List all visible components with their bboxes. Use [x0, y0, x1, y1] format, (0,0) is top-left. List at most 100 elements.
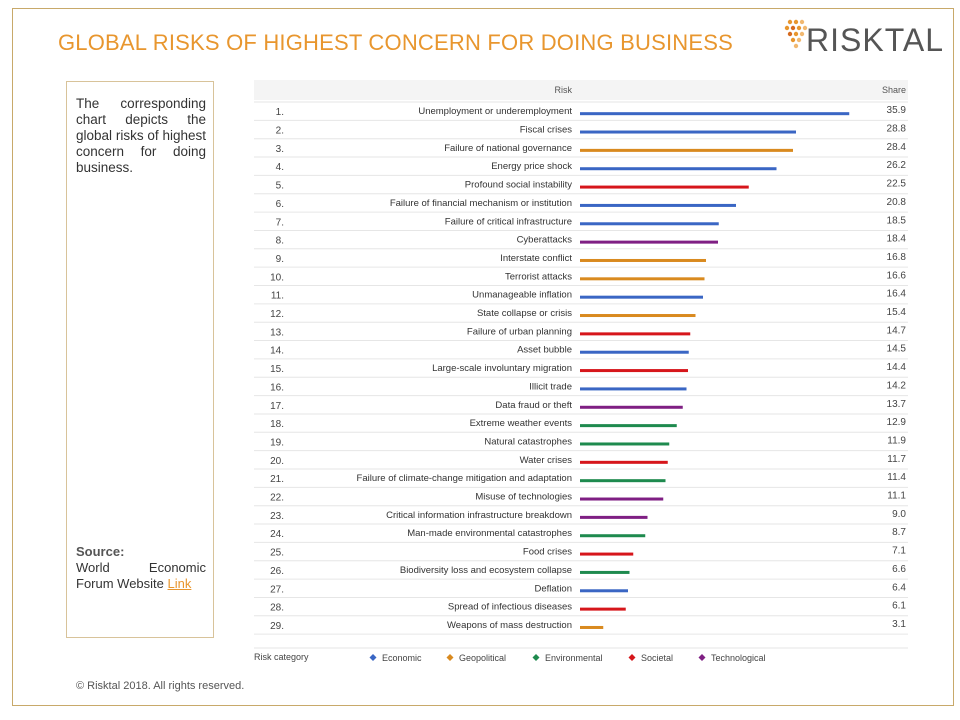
share-label: 14.2 [887, 380, 907, 391]
page-title: GLOBAL RISKS OF HIGHEST CONCERN FOR DOIN… [58, 30, 734, 55]
bar [580, 167, 777, 171]
share-label: 16.8 [887, 252, 907, 263]
risk-label: Energy price shock [491, 161, 572, 172]
legend-title: Risk category [254, 652, 309, 662]
logo: RISKTAL [784, 16, 943, 60]
legend-marker [369, 654, 377, 661]
slide-frame [12, 8, 954, 706]
rank-label: 24. [270, 529, 284, 540]
rank-label: 13. [270, 327, 284, 338]
share-label: 15.4 [887, 307, 907, 318]
bar [580, 148, 793, 152]
risk-label: Data fraud or theft [495, 400, 572, 411]
source-link[interactable]: Link [167, 576, 192, 591]
rank-label: 22. [270, 493, 284, 504]
bar [580, 203, 736, 207]
bar [580, 222, 719, 226]
rank-label: 14. [270, 346, 284, 357]
chart-description: The corresponding chart depicts the glob… [76, 96, 206, 175]
risk-label: State collapse or crisis [477, 308, 572, 319]
risk-label: Unmanageable inflation [472, 290, 572, 301]
source-text: World Economic Forum Website [76, 560, 206, 591]
risk-label: Water crises [520, 455, 573, 466]
risk-label: Critical information infrastructure brea… [386, 510, 572, 521]
rank-label: 1. [276, 107, 284, 118]
bar [580, 130, 796, 134]
risk-label: Cyberattacks [517, 235, 573, 246]
bar [580, 515, 648, 519]
risk-label: Failure of critical infrastructure [445, 216, 572, 227]
share-label: 8.7 [892, 527, 906, 538]
legend-marker [698, 654, 706, 661]
legend-marker [628, 654, 636, 661]
share-label: 14.4 [887, 362, 907, 373]
rank-label: 11. [271, 291, 284, 302]
share-label: 11.7 [887, 454, 906, 465]
rank-label: 26. [270, 566, 284, 577]
risk-label: Terrorist attacks [505, 271, 572, 282]
share-label: 11.1 [887, 491, 906, 502]
risk-label: Deflation [535, 583, 573, 594]
rank-label: 3. [276, 144, 284, 155]
rank-label: 12. [270, 309, 284, 320]
share-label: 20.8 [887, 197, 907, 208]
rank-label: 15. [270, 364, 284, 375]
logo-text: RISKTAL [806, 22, 944, 58]
risk-label: Weapons of mass destruction [447, 620, 572, 631]
share-label: 7.1 [892, 546, 906, 557]
rank-label: 27. [270, 584, 284, 595]
bar [580, 552, 634, 556]
bar [580, 405, 683, 409]
source-text-wrap: World Economic Forum Website Link [76, 560, 206, 592]
rank-label: 21. [270, 474, 284, 485]
share-label: 14.7 [887, 325, 907, 336]
legend-item: Technological [711, 653, 766, 663]
rank-label: 10. [270, 272, 284, 283]
share-label: 14.5 [887, 344, 907, 355]
bar [580, 607, 626, 611]
source-block: Source: World Economic Forum Website Lin… [76, 544, 206, 592]
copyright-footer: © Risktal 2018. All rights reserved. [76, 680, 245, 692]
legend-marker [446, 654, 454, 661]
risk-label: Failure of financial mechanism or instit… [390, 198, 572, 209]
bar [580, 534, 646, 538]
bar [580, 185, 749, 189]
legend-item: Geopolitical [459, 653, 506, 663]
rank-label: 17. [270, 401, 284, 412]
bar [580, 589, 628, 593]
risk-label: Fiscal crises [520, 125, 573, 136]
bar [580, 387, 687, 391]
legend-item: Societal [641, 653, 673, 663]
bar [580, 442, 670, 446]
legend-marker [532, 654, 540, 661]
column-header-risk: Risk [555, 85, 573, 95]
rank-label: 20. [270, 456, 284, 467]
info-sidebar: The corresponding chart depicts the glob… [66, 81, 214, 638]
column-header-share: Share [882, 85, 906, 95]
bar [580, 479, 666, 483]
rank-label: 18. [270, 419, 284, 430]
risk-label: Spread of infectious diseases [448, 602, 572, 613]
risk-label: Man-made environmental catastrophes [407, 528, 572, 539]
bar [580, 570, 630, 574]
legend-item: Economic [382, 653, 422, 663]
rank-label: 8. [276, 236, 284, 247]
risk-label: Misuse of technologies [475, 492, 572, 503]
bar [580, 332, 691, 336]
source-label: Source: [76, 544, 125, 559]
rank-label: 19. [270, 437, 284, 448]
rank-label: 29. [270, 621, 284, 632]
share-label: 6.6 [892, 564, 906, 575]
risk-label: Profound social instability [465, 180, 572, 191]
share-label: 13.7 [887, 399, 907, 410]
rank-label: 7. [276, 217, 284, 228]
risk-label: Failure of climate-change mitigation and… [357, 473, 572, 484]
rank-label: 16. [270, 382, 284, 393]
bar [580, 350, 689, 354]
share-label: 22.5 [887, 179, 907, 190]
rank-label: 25. [270, 548, 284, 559]
share-label: 18.4 [887, 234, 907, 245]
bar [580, 424, 677, 428]
logo-dots-icon [784, 19, 808, 49]
